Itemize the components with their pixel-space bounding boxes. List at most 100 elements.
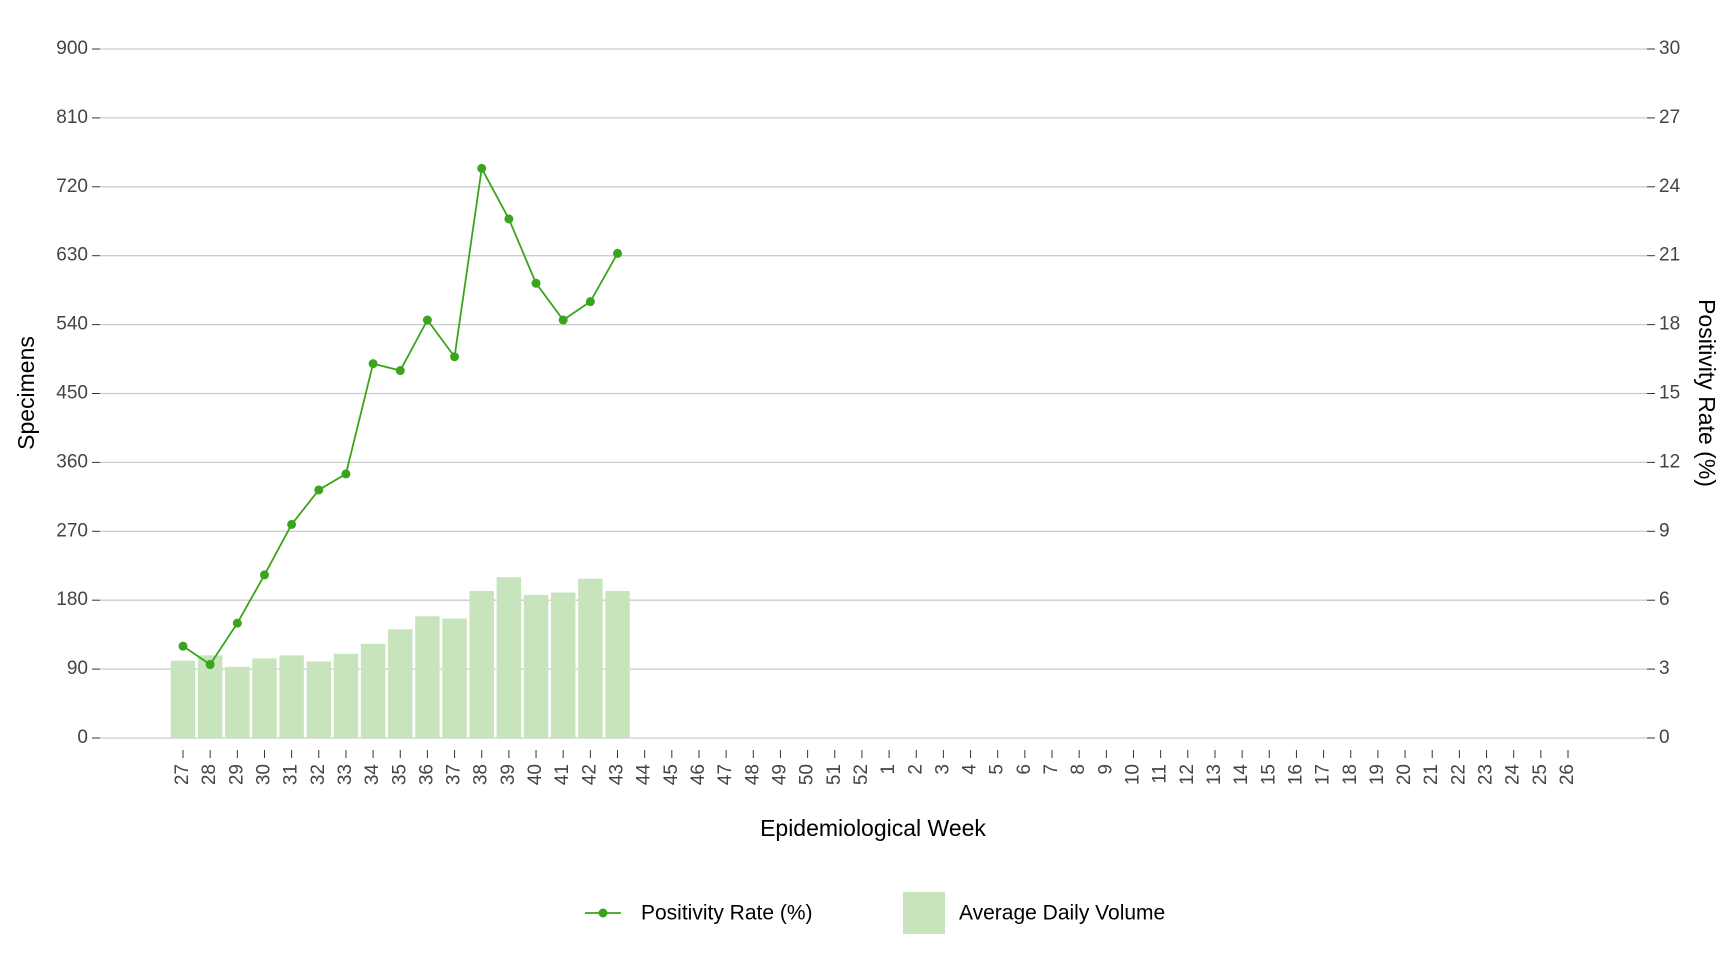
point xyxy=(259,570,269,580)
bar xyxy=(496,577,522,738)
x-tick-label: 22 xyxy=(1448,764,1469,785)
legend-point xyxy=(598,908,608,918)
bar xyxy=(197,655,223,738)
point xyxy=(558,315,568,325)
x-tick-label: 47 xyxy=(715,764,736,785)
point xyxy=(531,278,541,288)
point xyxy=(205,660,215,670)
x-tick-label: 1 xyxy=(878,764,899,775)
x-tick-label: 29 xyxy=(226,764,247,785)
legend-label: Average Daily Volume xyxy=(959,902,1165,925)
x-tick-label: 43 xyxy=(607,764,628,785)
bar xyxy=(388,629,413,738)
y2-tick-label: 9 xyxy=(1659,520,1670,541)
point xyxy=(232,618,242,628)
x-tick-label: 2 xyxy=(905,764,926,775)
x-tick-label: 48 xyxy=(742,764,763,785)
x-tick-label: 27 xyxy=(172,764,193,785)
x-tick-label: 40 xyxy=(525,764,546,785)
point xyxy=(585,297,595,307)
bar xyxy=(170,660,196,738)
bar xyxy=(442,618,467,738)
bar xyxy=(360,643,386,738)
x-tick-label: 37 xyxy=(444,764,465,785)
x-tick-label: 52 xyxy=(851,764,872,785)
bar xyxy=(469,591,494,738)
x-tick-label: 12 xyxy=(1177,764,1198,785)
point xyxy=(368,359,378,369)
x-tick-label: 13 xyxy=(1204,764,1225,785)
y2-tick-label: 24 xyxy=(1659,176,1681,197)
x-tick-label: 38 xyxy=(471,764,492,785)
x-tick-label: 50 xyxy=(797,764,818,785)
bar xyxy=(252,658,277,738)
y2-tick-label: 0 xyxy=(1659,727,1670,748)
y2-tick-label: 30 xyxy=(1659,38,1680,59)
point xyxy=(395,366,405,376)
x-tick-label: 4 xyxy=(960,764,981,775)
legend-swatch xyxy=(903,892,945,934)
x-tick-label: 46 xyxy=(688,764,709,785)
bar xyxy=(578,578,603,738)
y-tick-label: 540 xyxy=(56,314,88,335)
x-tick-label: 10 xyxy=(1123,764,1144,785)
y2-tick-label: 18 xyxy=(1659,314,1680,335)
bar xyxy=(415,616,440,738)
x-tick-label: 17 xyxy=(1313,764,1334,785)
y-tick-label: 180 xyxy=(56,589,88,610)
legend-label: Positivity Rate (%) xyxy=(641,902,813,925)
x-tick-label: 8 xyxy=(1068,764,1089,775)
point xyxy=(504,214,514,224)
x-tick-label: 23 xyxy=(1476,764,1497,785)
point xyxy=(314,485,324,495)
point xyxy=(178,641,188,651)
x-tick-label: 9 xyxy=(1095,764,1116,775)
point xyxy=(450,352,460,362)
point xyxy=(287,519,297,529)
y-tick-label: 360 xyxy=(56,451,88,472)
x-tick-label: 16 xyxy=(1285,764,1306,785)
y2-tick-label: 15 xyxy=(1659,383,1680,404)
x-tick-label: 7 xyxy=(1041,764,1062,775)
x-tick-label: 34 xyxy=(362,764,383,786)
bar xyxy=(333,653,359,738)
y-tick-label: 270 xyxy=(56,520,88,541)
point xyxy=(422,315,432,325)
point xyxy=(477,163,487,173)
x-tick-label: 19 xyxy=(1367,764,1388,785)
x-tick-label: 11 xyxy=(1150,764,1171,784)
bar xyxy=(605,591,630,738)
x-tick-label: 45 xyxy=(661,764,682,785)
bar xyxy=(279,655,304,738)
y-tick-label: 90 xyxy=(67,658,88,679)
y2-tick-label: 6 xyxy=(1659,589,1670,610)
x-tick-label: 35 xyxy=(389,764,410,785)
y-tick-label: 720 xyxy=(56,176,88,197)
x-tick-label: 51 xyxy=(824,764,845,785)
x-tick-label: 3 xyxy=(932,764,953,775)
y-tick-label: 630 xyxy=(56,245,88,266)
x-tick-label: 36 xyxy=(416,764,437,785)
x-tick-label: 18 xyxy=(1340,764,1361,785)
bar xyxy=(225,666,250,738)
x-tick-label: 20 xyxy=(1394,764,1415,785)
x-tick-label: 32 xyxy=(308,764,329,785)
bar xyxy=(550,592,576,738)
x-axis-title: Epidemiological Week xyxy=(760,815,986,841)
point xyxy=(613,248,623,258)
x-tick-label: 24 xyxy=(1503,764,1524,786)
x-tick-label: 49 xyxy=(769,764,790,785)
line xyxy=(182,165,619,666)
x-tick-label: 33 xyxy=(335,764,356,785)
y-tick-label: 450 xyxy=(56,383,88,404)
x-tick-label: 28 xyxy=(199,764,220,785)
y2-tick-label: 3 xyxy=(1659,658,1670,679)
bar xyxy=(523,594,549,738)
y2-tick-label: 27 xyxy=(1659,107,1680,128)
x-tick-label: 44 xyxy=(634,764,655,786)
x-tick-label: 41 xyxy=(552,764,573,785)
point xyxy=(341,469,351,479)
x-tick-label: 21 xyxy=(1421,764,1442,785)
y2-axis-title: Positivity Rate (%) xyxy=(1694,299,1720,487)
